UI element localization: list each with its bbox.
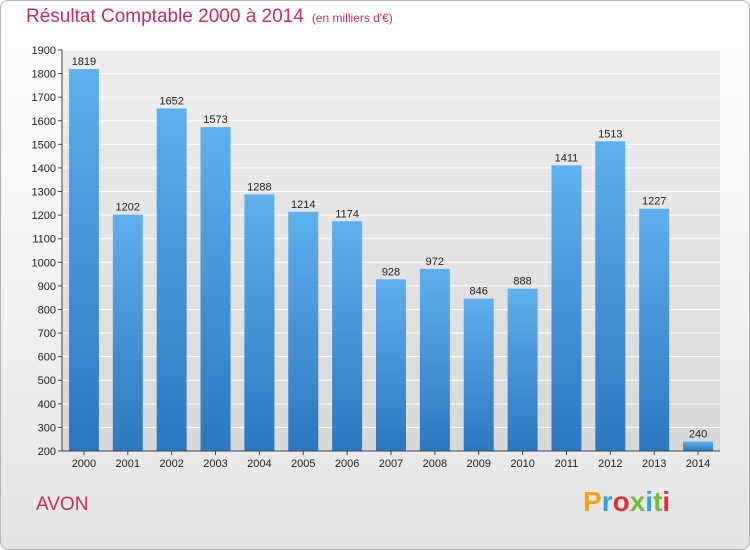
y-tick-label: 600 — [38, 352, 56, 364]
y-tick-label: 800 — [38, 304, 56, 316]
y-tick-label: 1700 — [32, 92, 56, 104]
x-tick-label: 2014 — [686, 458, 710, 470]
logo-letter: P — [583, 486, 602, 517]
y-tick-label: 900 — [38, 281, 56, 293]
bar-2005 — [288, 211, 319, 451]
y-tick-label: 1900 — [32, 45, 56, 57]
bar-value-label: 1513 — [598, 128, 622, 140]
x-tick-label: 2001 — [116, 458, 140, 470]
bar-2003 — [200, 127, 231, 451]
chart-title-text: Résultat Comptable 2000 à 2014 — [26, 6, 304, 27]
y-tick-label: 1300 — [32, 187, 56, 199]
bar-2007 — [376, 279, 406, 451]
logo-letter: o — [612, 486, 630, 517]
x-tick-label: 2003 — [203, 458, 227, 470]
logo-letter: t — [653, 486, 663, 517]
commune-label: AVON — [36, 494, 89, 515]
x-tick-label: 2008 — [423, 458, 447, 470]
bar-value-label: 1411 — [555, 152, 579, 164]
bar-2011 — [551, 165, 582, 451]
bar-2000 — [68, 69, 99, 451]
x-tick-label: 2000 — [72, 458, 96, 470]
chart-title: Résultat Comptable 2000 à 2014 (en millie… — [26, 6, 393, 28]
bar-value-label: 888 — [513, 276, 531, 288]
bar-value-label: 1819 — [72, 56, 96, 68]
y-tick-label: 1800 — [32, 69, 56, 81]
bar-value-label: 1227 — [642, 196, 666, 208]
logo-letter: r — [601, 486, 613, 517]
bar-value-label: 240 — [689, 429, 707, 441]
bar-value-label: 1174 — [335, 208, 359, 220]
y-tick-label: 500 — [38, 375, 56, 387]
bar-2010 — [507, 288, 538, 451]
bar-value-label: 972 — [426, 256, 444, 268]
x-tick-label: 2006 — [335, 458, 359, 470]
bar-2001 — [112, 214, 143, 451]
bar-2002 — [156, 108, 187, 451]
bar-value-label: 1214 — [291, 199, 315, 211]
bar-2006 — [332, 221, 363, 451]
logo-letter: i — [645, 486, 654, 517]
bar-value-label: 846 — [470, 286, 488, 298]
bar-2013 — [639, 208, 670, 451]
y-tick-label: 200 — [38, 446, 56, 458]
x-tick-label: 2007 — [379, 458, 403, 470]
x-tick-label: 2011 — [555, 458, 579, 470]
bar-value-label: 1202 — [116, 202, 140, 214]
logo-letter: x — [629, 486, 646, 517]
x-tick-label: 2013 — [642, 458, 666, 470]
x-tick-label: 2005 — [291, 458, 315, 470]
bar-value-label: 928 — [382, 266, 400, 278]
proxiti-logo: Proxiti — [583, 486, 670, 518]
bar-2004 — [244, 194, 275, 452]
y-tick-label: 1400 — [32, 163, 56, 175]
x-axis: 2000 2001 2002 2003 2004 2005 2006 2007 2008 2009… — [62, 450, 720, 470]
y-tick-label: 1500 — [32, 139, 56, 151]
x-tick-label: 2012 — [598, 458, 622, 470]
bar-2014 — [683, 441, 714, 451]
bars: 1819 1202 1652 1573 1288 1214 1174 928 972 846 888… — [68, 56, 714, 452]
x-tick-label: 2002 — [159, 458, 183, 470]
bar-value-label: 1288 — [247, 181, 271, 193]
bar-2008 — [419, 268, 450, 451]
x-tick-label: 2010 — [510, 458, 534, 470]
chart-subtitle: (en milliers d'€) — [311, 11, 393, 25]
y-tick-label: 1200 — [32, 210, 56, 222]
logo-letter: i — [662, 486, 671, 517]
bar-2009 — [463, 298, 494, 451]
y-tick-label: 300 — [38, 422, 56, 434]
bar-value-label: 1573 — [203, 114, 227, 126]
x-tick-label: 2004 — [247, 458, 271, 470]
y-tick-label: 1100 — [32, 234, 56, 246]
y-axis: 200 300 400 500 600 700 800 900 1000 1100 1200 1300… — [32, 45, 63, 458]
y-tick-label: 700 — [38, 328, 56, 340]
bar-value-label: 1652 — [159, 95, 183, 107]
y-tick-label: 1000 — [32, 257, 56, 269]
bar-2012 — [595, 141, 626, 451]
y-tick-label: 400 — [38, 399, 56, 411]
y-tick-label: 1600 — [32, 116, 56, 128]
x-tick-label: 2009 — [466, 458, 490, 470]
